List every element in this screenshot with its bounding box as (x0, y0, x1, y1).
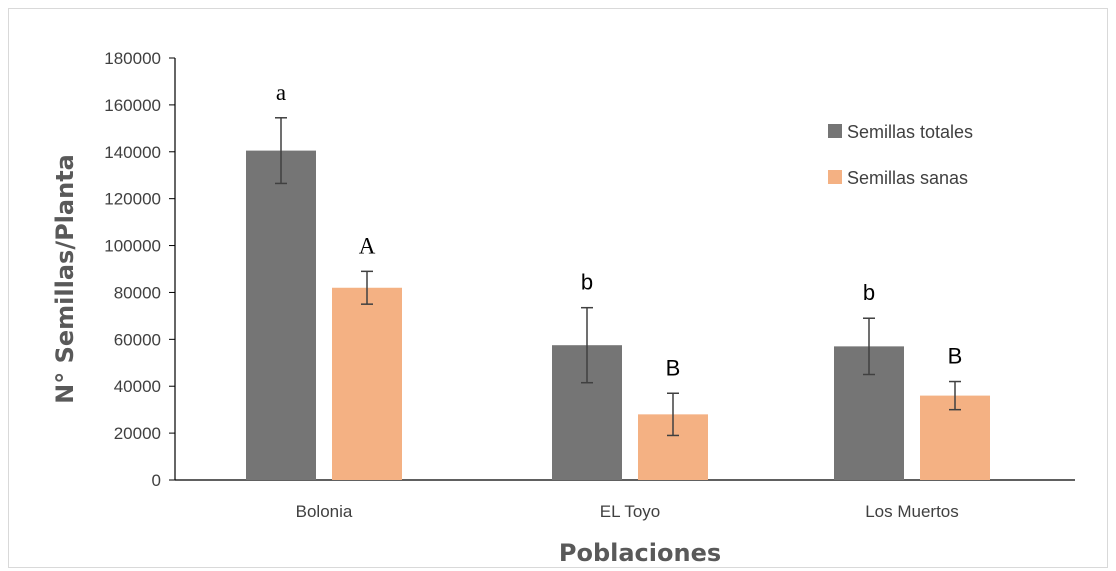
bar-semillas-sanas (332, 287, 402, 480)
y-tick-label: 160000 (104, 96, 161, 115)
y-tick-label: 0 (152, 471, 161, 490)
y-tick-label: 60000 (114, 330, 161, 349)
y-axis-ticks: 0 20000 40000 60000 80000 100000 120000 140000 1… (104, 49, 175, 490)
significance-label: a (276, 80, 286, 105)
y-tick-label: 80000 (114, 283, 161, 302)
x-axis-ticks: Bolonia EL Toyo Los Muertos (296, 502, 959, 521)
significance-label: B (666, 355, 681, 380)
bars: a Ab Bb B (246, 80, 990, 480)
y-tick-label: 40000 (114, 377, 161, 396)
y-tick-label: 180000 (104, 49, 161, 68)
y-axis-title: N° Semillas/Planta (51, 154, 79, 404)
legend-label: Semillas totales (847, 122, 973, 142)
y-tick-label: 140000 (104, 143, 161, 162)
y-tick-label: 100000 (104, 237, 161, 256)
x-tick-label: EL Toyo (600, 502, 661, 521)
legend-swatch (828, 124, 842, 138)
legend: Semillas totales Semillas sanas (828, 122, 973, 188)
significance-label: B (948, 344, 963, 369)
bar-semillas-totales (246, 150, 316, 480)
legend-swatch (828, 170, 842, 184)
significance-label: A (359, 233, 376, 258)
y-tick-label: 20000 (114, 424, 161, 443)
significance-label: b (863, 280, 875, 305)
y-tick-label: 120000 (104, 190, 161, 209)
x-axis-title: Poblaciones (559, 539, 721, 567)
significance-label: b (581, 270, 593, 295)
x-tick-label: Bolonia (296, 502, 353, 521)
x-tick-label: Los Muertos (865, 502, 959, 521)
legend-label: Semillas sanas (847, 168, 968, 188)
